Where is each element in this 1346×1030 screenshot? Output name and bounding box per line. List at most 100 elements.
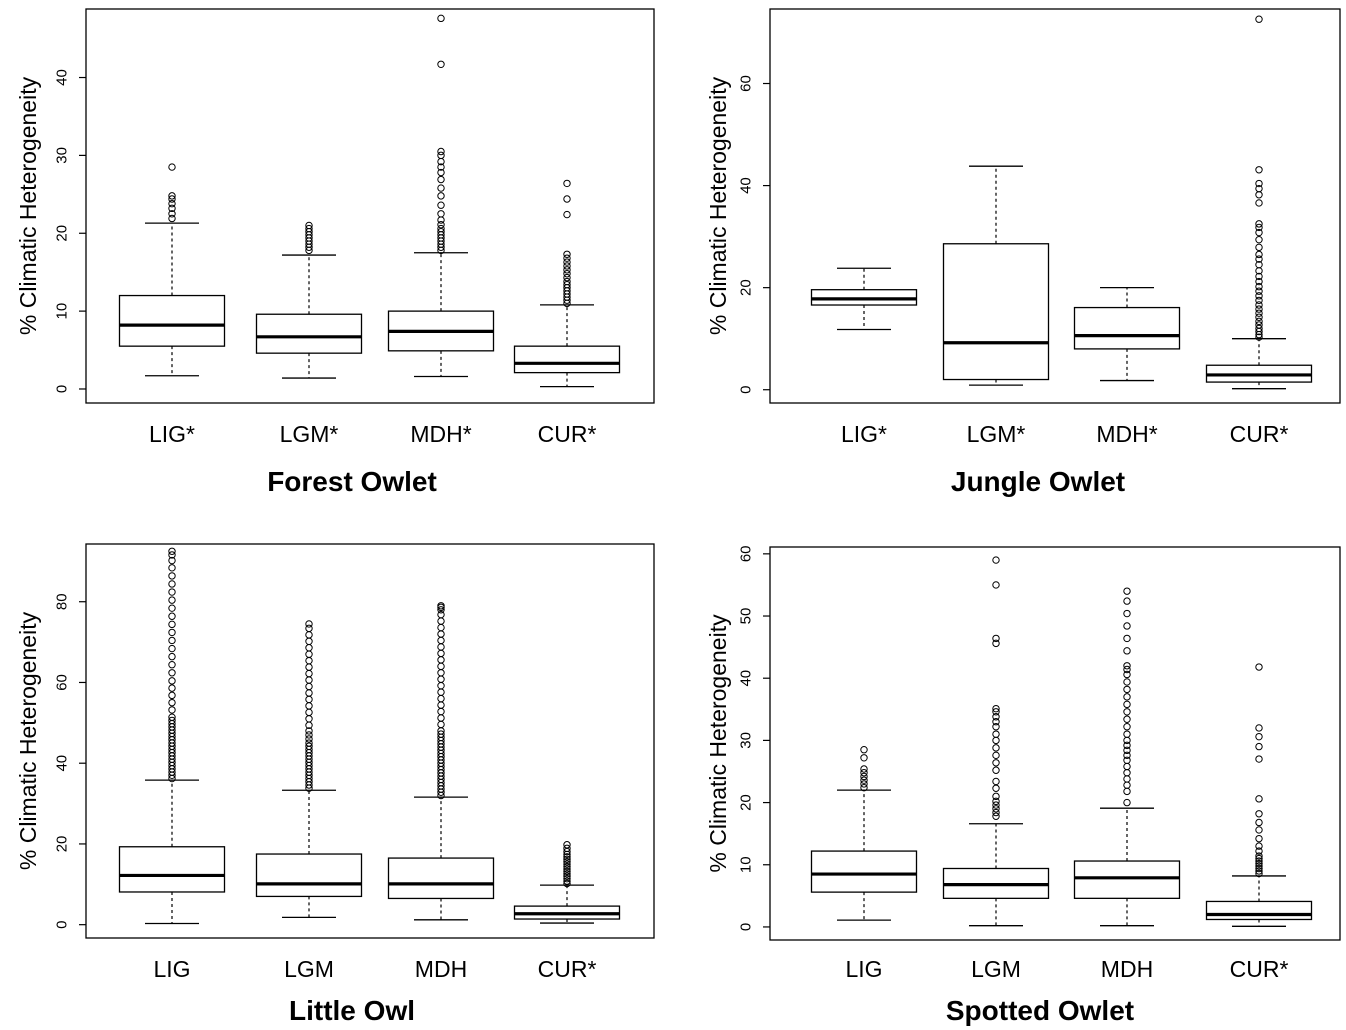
outlier-point [305,669,313,678]
outlier-point [305,656,313,665]
outlier-point [437,649,445,658]
outlier-point [992,730,1000,738]
outlier-point [168,628,176,637]
outlier-point [563,862,571,871]
outlier-point [992,797,1000,806]
x-tick-label: MDH* [410,421,471,447]
outlier-point [1255,220,1263,228]
outlier-point [168,661,176,669]
outlier-point [1255,724,1263,732]
outlier-point [1123,609,1131,618]
outlier-point [563,858,571,866]
outlier-point [437,636,445,645]
box-LIG* [810,267,918,331]
outlier-point [168,706,176,714]
outlier-point [563,273,571,282]
outlier-point [563,844,571,853]
outlier-point [1255,321,1263,329]
outlier-point [1123,787,1131,796]
y-tick-label: 20 [738,279,755,296]
outlier-point [1255,869,1263,878]
outlier-point [437,168,445,177]
outlier-point [1255,282,1263,291]
outlier-point [1123,746,1131,755]
iqr-box [118,294,226,347]
outlier-point [563,250,571,258]
outlier-point [992,759,1000,767]
outlier-point [437,643,445,651]
outlier-point [168,698,176,707]
outlier-point [563,266,571,274]
outlier-point [305,702,313,710]
outlier-point [437,147,445,156]
outlier-point [1255,250,1263,259]
outlier-point [1255,272,1263,281]
iqr-box [387,857,495,900]
outlier-point [1123,762,1131,771]
outlier-point [1123,587,1131,595]
outlier-point [1255,292,1263,300]
outlier-point [1123,700,1131,709]
outlier-point [168,195,176,203]
iqr-box [1073,306,1181,350]
outlier-point [563,872,571,880]
outlier-point [563,179,571,188]
outlier-point [1123,756,1131,764]
outlier-point [992,736,1000,745]
outlier-point [1123,685,1131,694]
outlier-point [992,723,1000,731]
outlier-point [168,210,176,218]
outlier-point [437,681,445,690]
outlier-point [860,776,868,784]
x-tick-label: LGM* [280,421,339,447]
outlier-point [305,682,313,691]
outlier-point [1123,665,1131,674]
outlier-point [305,644,313,652]
outlier-point [437,602,445,610]
outlier-point [1255,742,1263,751]
outlier-point [1255,842,1263,850]
box-LIG* [118,163,226,377]
panel-title: Spotted Owlet [946,995,1134,1026]
outlier-point [437,662,445,671]
outlier-point [1255,191,1263,199]
iqr-box [810,850,918,893]
outlier-point [1255,859,1263,868]
y-tick-label: 0 [54,921,71,929]
y-tick-label: 0 [738,386,755,394]
y-axis-label: % Climatic Heterogeneity [705,614,731,873]
x-tick-label: LIG* [841,421,887,447]
outlier-point [437,14,445,23]
outlier-point [1123,597,1131,605]
x-tick-label: LGM [971,956,1021,982]
outlier-point [305,695,313,704]
box-MDH* [387,14,495,378]
outlier-point [305,663,313,671]
outlier-point [992,713,1000,721]
outlier-point [1255,305,1263,313]
outlier-point [168,677,176,685]
outlier-point [1255,847,1263,855]
outlier-point [563,860,571,868]
outlier-point [1255,199,1263,207]
box-CUR* [513,179,621,388]
y-axis-label: % Climatic Heterogeneity [15,76,41,335]
outlier-point [168,604,176,612]
panel-0: 0 10 20 30 40 % Climatic Heterogeneity LIG* LGM… [15,8,655,497]
outlier-point [1255,184,1263,193]
outlier-point [1123,678,1131,686]
outlier-point [992,805,1000,813]
outlier-point [992,718,1000,726]
outlier-point [860,769,868,777]
outlier-point [860,765,868,773]
box-CUR* [513,841,621,924]
panel-1: 0 20 40 60 % Climatic Heterogeneity LIG* LGM* M… [705,8,1341,497]
outlier-point [168,716,176,725]
outlier-point [305,620,313,628]
outlier-point [1255,818,1263,827]
outlier-point [1123,769,1131,777]
outlier-point [1255,732,1263,741]
outlier-point [1123,781,1131,789]
outlier-point [437,720,445,729]
outlier-point [168,620,176,629]
